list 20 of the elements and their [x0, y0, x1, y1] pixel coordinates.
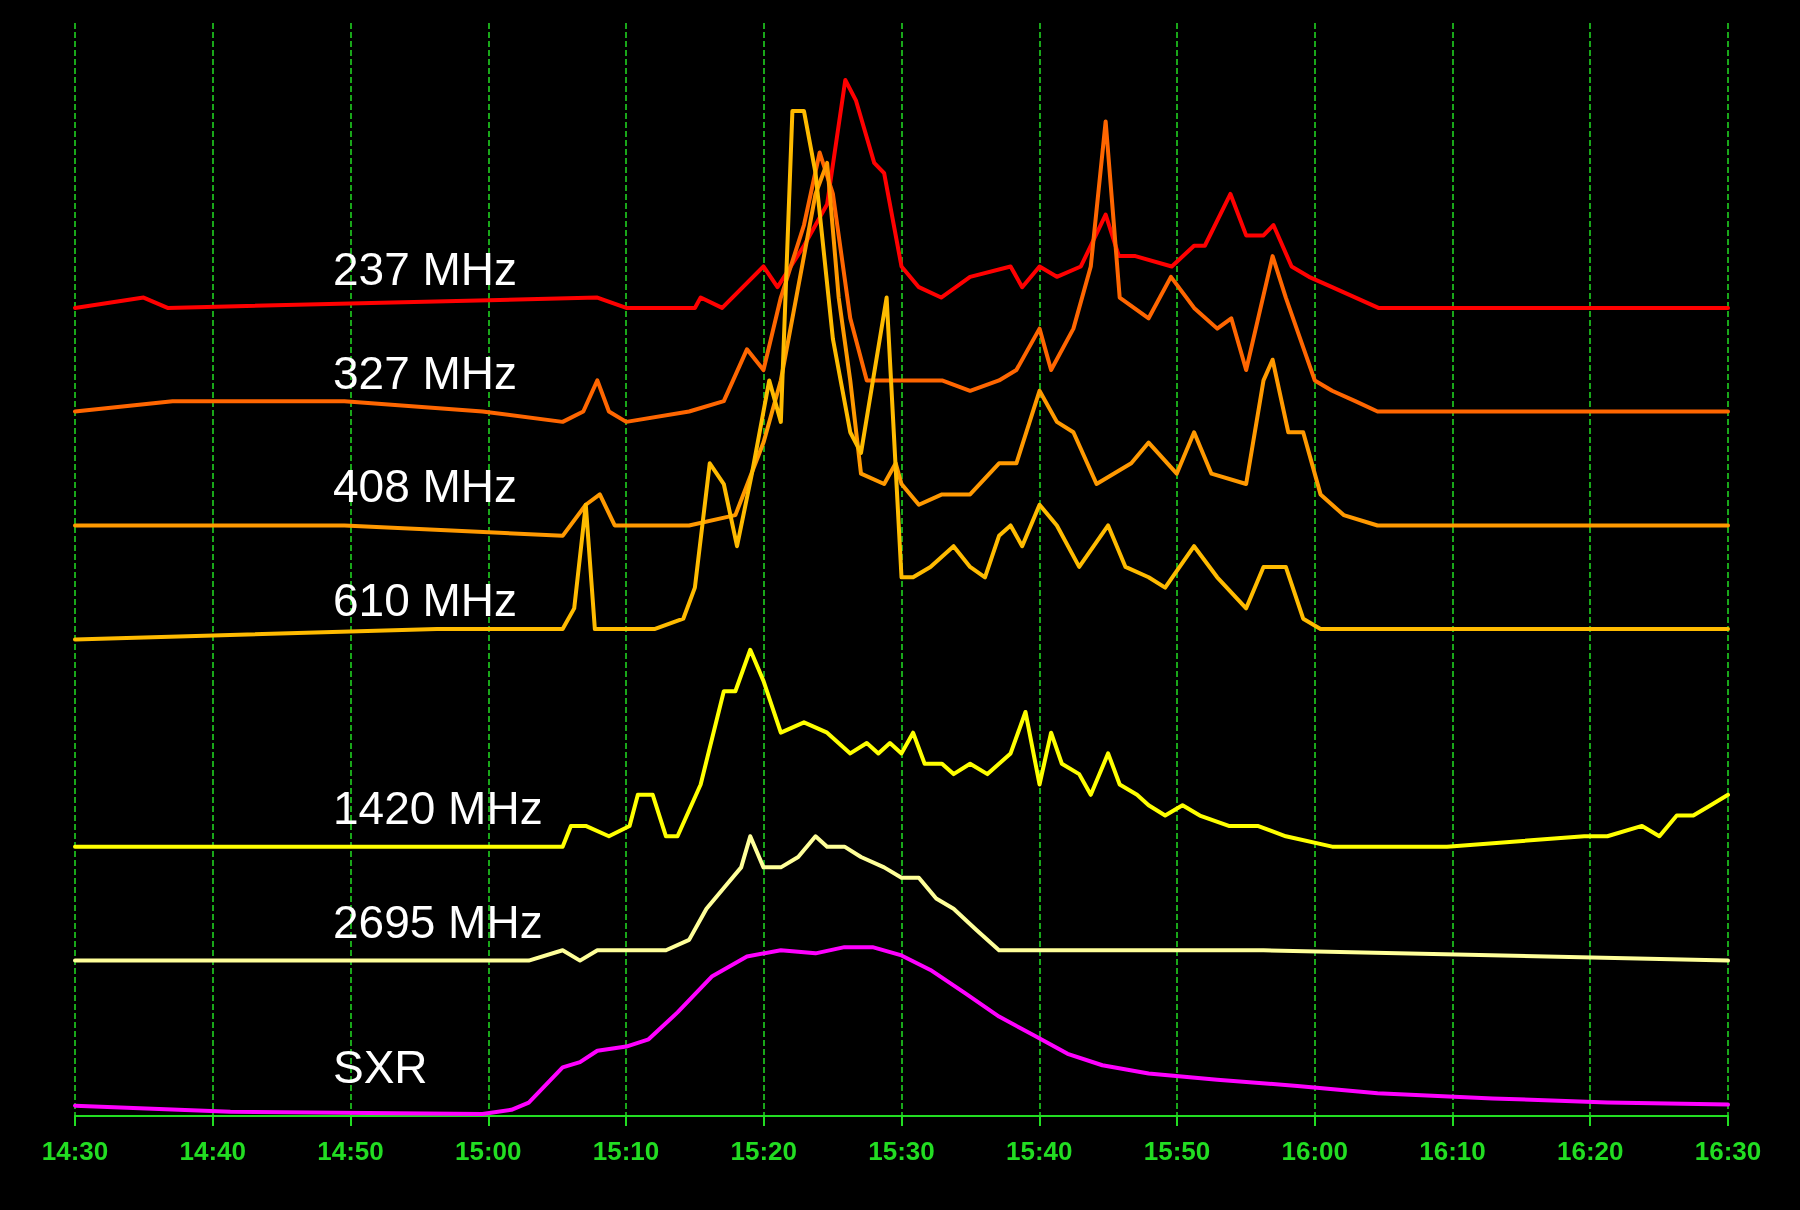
series-label: 408 MHz — [332, 460, 518, 513]
x-tick-label: 15:30 — [868, 1136, 935, 1166]
x-tick-label: 15:00 — [455, 1136, 522, 1166]
x-tick-label: 14:30 — [41, 1136, 109, 1166]
x-tick-label: 16:20 — [1556, 1136, 1624, 1166]
series-label: SXR — [332, 1040, 428, 1093]
x-tick-label: 15:10 — [592, 1136, 660, 1166]
x-tick-label: 15:40 — [1006, 1136, 1073, 1166]
x-tick-label: 15:20 — [730, 1136, 797, 1166]
x-tick-label: 15:50 — [1143, 1136, 1211, 1166]
x-tick-label: 16:10 — [1419, 1136, 1486, 1166]
series-label: 2695 MHz — [332, 895, 543, 948]
series-label: 610 MHz — [332, 574, 518, 627]
series-label: 237 MHz — [332, 242, 518, 295]
x-tick-label: 16:30 — [1694, 1136, 1762, 1166]
x-tick-label: 16:00 — [1281, 1136, 1348, 1166]
series-label: 1420 MHz — [332, 781, 543, 834]
x-tick-label: 14:50 — [317, 1136, 384, 1166]
series-label: 327 MHz — [332, 346, 518, 399]
x-tick-label: 14:40 — [179, 1136, 247, 1166]
